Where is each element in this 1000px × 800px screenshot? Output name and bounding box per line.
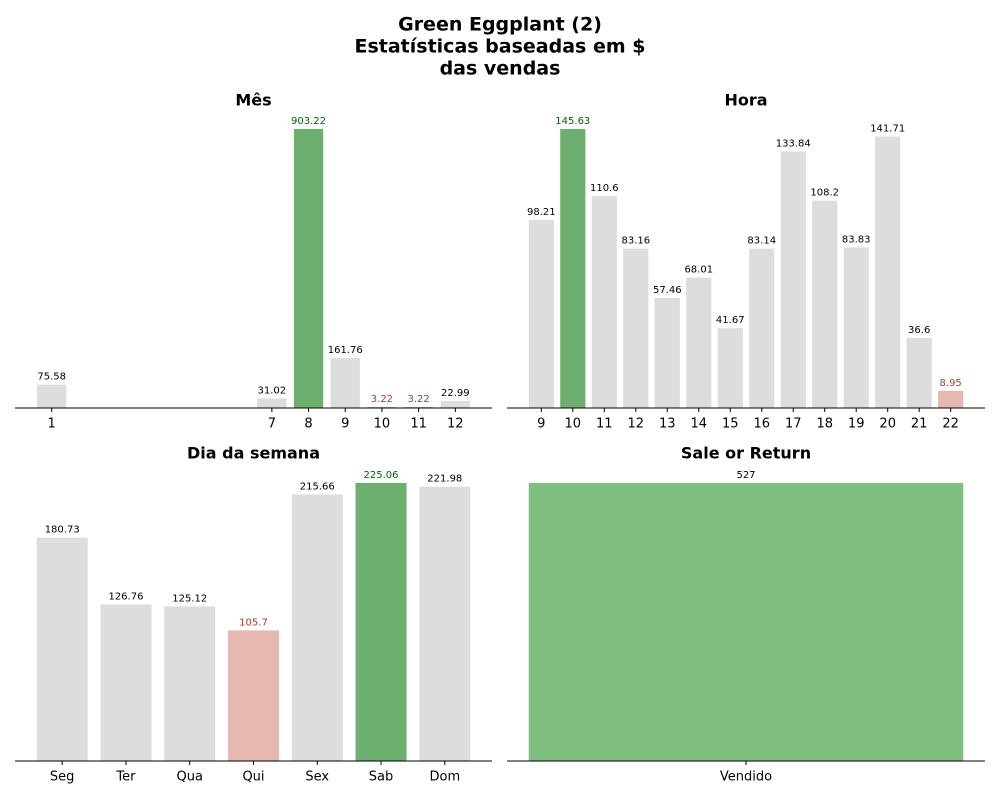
x-tick-label: 13 <box>659 417 676 432</box>
x-tick-label: Seg <box>50 770 75 785</box>
value-label: 22.99 <box>441 388 470 399</box>
x-tick-label: 9 <box>341 417 349 432</box>
value-label: 161.76 <box>328 345 363 356</box>
x-tick-label: Qua <box>177 770 203 785</box>
bar <box>906 337 932 408</box>
bar <box>686 277 712 408</box>
value-label: 903.22 <box>291 116 326 127</box>
value-label: 133.84 <box>776 139 811 150</box>
x-tick-label: Qui <box>242 770 264 785</box>
bar <box>293 128 324 408</box>
x-tick-label: Ter <box>115 770 136 785</box>
value-label: 145.63 <box>555 116 590 127</box>
value-label: 180.73 <box>45 525 80 536</box>
value-label: 98.21 <box>527 207 556 218</box>
value-label: 125.12 <box>172 593 207 604</box>
x-tick-label: 1 <box>48 417 56 432</box>
value-label: 83.16 <box>621 236 650 247</box>
subplot-title: Sale or Return <box>681 444 811 463</box>
x-tick-label: 17 <box>785 417 802 432</box>
bar <box>780 151 806 408</box>
value-label: 83.14 <box>747 236 776 247</box>
bar <box>749 248 775 408</box>
x-tick-label: 12 <box>628 417 645 432</box>
x-tick-label: Sex <box>305 770 329 785</box>
value-label: 105.7 <box>239 617 268 628</box>
value-label: 126.76 <box>108 591 143 602</box>
bar <box>717 328 743 408</box>
x-tick-label: 9 <box>537 417 545 432</box>
bar <box>257 398 287 408</box>
x-tick-label: 18 <box>816 417 833 432</box>
subplot-title: Mês <box>235 91 271 110</box>
bar <box>843 247 869 408</box>
suptitle: das vendas <box>440 58 561 80</box>
value-label: 221.98 <box>427 474 462 485</box>
suptitle: Green Eggplant (2) <box>398 14 602 36</box>
x-tick-label: 10 <box>565 417 582 432</box>
bar <box>812 200 838 408</box>
x-tick-label: 7 <box>268 417 276 432</box>
x-tick-label: 15 <box>722 417 739 432</box>
x-tick-label: 22 <box>942 417 959 432</box>
bar <box>875 136 901 408</box>
value-label: 41.67 <box>716 315 745 326</box>
value-label: 31.02 <box>258 385 287 396</box>
bar <box>419 486 471 761</box>
x-tick-label: 10 <box>374 417 391 432</box>
value-label: 108.2 <box>810 188 839 199</box>
subplot-title: Hora <box>724 91 767 110</box>
bar <box>591 196 617 408</box>
x-tick-label: 12 <box>447 417 464 432</box>
x-tick-label: 20 <box>879 417 896 432</box>
bar <box>164 606 216 761</box>
value-label: 110.6 <box>590 183 619 194</box>
bar <box>291 494 343 761</box>
bar <box>623 248 649 408</box>
bar <box>36 537 88 761</box>
bar <box>227 630 280 761</box>
bar <box>654 297 680 408</box>
bar <box>560 128 586 408</box>
x-tick-label: 11 <box>410 417 427 432</box>
x-tick-label: 8 <box>304 417 312 432</box>
bar <box>100 604 152 761</box>
value-label: 36.6 <box>908 325 930 336</box>
x-tick-label: 11 <box>596 417 613 432</box>
value-label: 215.66 <box>300 482 335 493</box>
bar <box>528 219 554 408</box>
value-label: 68.01 <box>684 265 713 276</box>
value-label: 57.46 <box>653 285 682 296</box>
value-label: 3.22 <box>371 394 393 405</box>
x-tick-label: 14 <box>690 417 707 432</box>
x-tick-label: Vendido <box>720 770 772 785</box>
bar <box>938 390 964 408</box>
value-label: 141.71 <box>870 123 905 134</box>
value-label: 75.58 <box>37 372 66 383</box>
bar <box>528 482 964 761</box>
value-label: 3.22 <box>407 394 429 405</box>
value-label: 225.06 <box>364 470 399 481</box>
x-tick-label: 19 <box>848 417 865 432</box>
x-tick-label: 16 <box>753 417 770 432</box>
x-tick-label: Dom <box>429 770 460 785</box>
bar <box>330 358 360 408</box>
bar <box>355 482 407 761</box>
suptitle: Estatísticas baseadas em $ <box>354 36 645 58</box>
bar <box>37 384 67 408</box>
value-label: 83.83 <box>842 234 871 245</box>
value-label: 527 <box>736 470 755 481</box>
x-tick-label: 21 <box>911 417 928 432</box>
subplot-title: Dia da semana <box>187 444 320 463</box>
value-label: 8.95 <box>940 378 962 389</box>
bar <box>440 400 470 408</box>
x-tick-label: Sab <box>369 770 393 785</box>
